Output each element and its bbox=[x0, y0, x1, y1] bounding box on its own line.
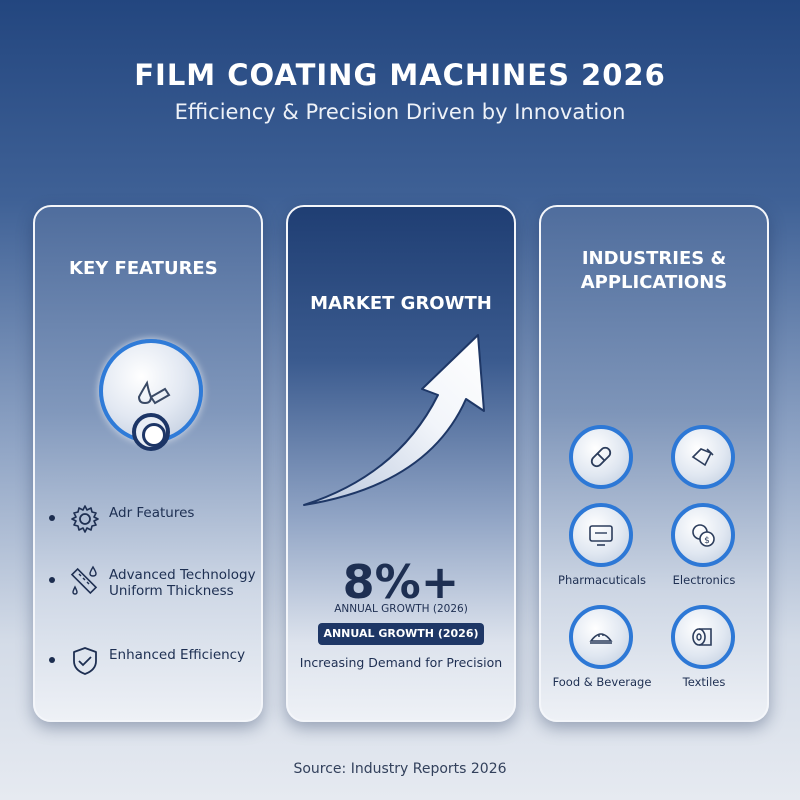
feature-label: Enhanced Efficiency bbox=[109, 647, 246, 663]
market-growth-card: MARKET GROWTH 8%+ ANNUAL GROWTH (2026) A… bbox=[286, 205, 516, 722]
industries-title: INDUSTRIES & APPLICATIONS bbox=[580, 248, 728, 293]
page-subtitle: Efficiency & Precision Driven by Innovat… bbox=[174, 100, 626, 124]
gear-icon bbox=[69, 503, 101, 535]
growth-label: ANNUAL GROWTH (2026) bbox=[334, 603, 468, 615]
roller-icon bbox=[132, 413, 170, 451]
shield-check-icon bbox=[69, 645, 101, 677]
ruler-droplet-icon bbox=[69, 565, 101, 597]
bullet bbox=[49, 515, 55, 521]
feature-item: Adr Features bbox=[49, 503, 259, 543]
svg-text:$: $ bbox=[704, 536, 710, 546]
coating-droplet-icon bbox=[99, 339, 203, 451]
industries-card: INDUSTRIES & APPLICATIONS Pharmacuticals… bbox=[539, 205, 769, 722]
feature-item: Enhanced Efficiency bbox=[49, 645, 259, 685]
bullet bbox=[49, 577, 55, 583]
display-icon bbox=[569, 503, 633, 567]
source-note: Source: Industry Reports 2026 bbox=[293, 761, 507, 777]
coins-icon: $ bbox=[671, 503, 735, 567]
market-growth-title: MARKET GROWTH bbox=[310, 293, 492, 314]
industry-label: Textiles bbox=[682, 675, 726, 689]
key-features-card: KEY FEATURES Adr Features bbox=[33, 205, 263, 722]
feature-label: Advanced Technology Uniform Thickness bbox=[109, 567, 256, 599]
page-title: FILM COATING MACHINES 2026 bbox=[134, 58, 666, 92]
key-features-title: KEY FEATURES bbox=[69, 258, 218, 279]
feature-label: Adr Features bbox=[109, 505, 195, 521]
food-icon bbox=[569, 605, 633, 669]
textile-roll-icon bbox=[671, 605, 735, 669]
growth-description: Increasing Demand for Precision bbox=[299, 655, 503, 670]
industry-label: Pharmacuticals bbox=[558, 573, 646, 587]
industry-label: Food & Beverage bbox=[552, 675, 652, 689]
film-roll-icon bbox=[671, 425, 735, 489]
pill-icon bbox=[569, 425, 633, 489]
feature-item: Advanced Technology Uniform Thickness bbox=[49, 565, 259, 605]
growth-arrow-icon bbox=[303, 334, 485, 506]
growth-value: 8%+ bbox=[342, 555, 460, 609]
growth-badge: ANNUAL GROWTH (2026) bbox=[318, 623, 484, 645]
industry-label: Electronics bbox=[672, 573, 736, 587]
bullet bbox=[49, 657, 55, 663]
